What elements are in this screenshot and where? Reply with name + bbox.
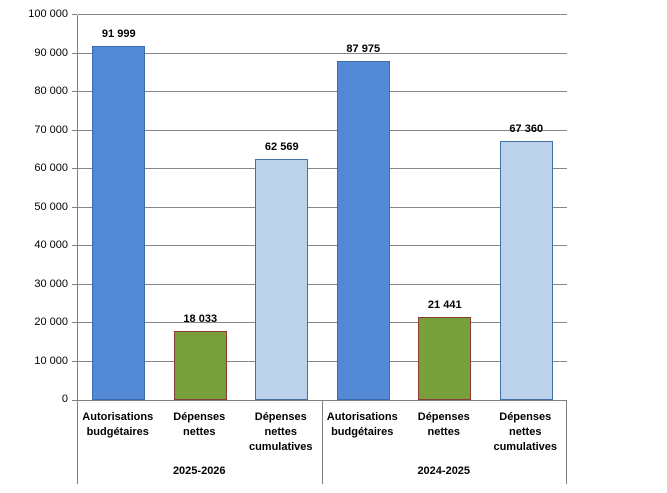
category-label: Dépenses nettes cumulatives (241, 410, 321, 455)
y-axis-tick-label: 100 000 (28, 8, 68, 20)
y-axis-tick (72, 400, 77, 401)
category-label: Dépenses nettes cumulatives (486, 410, 566, 455)
gridline (78, 129, 567, 131)
y-axis-tick (72, 168, 77, 169)
y-axis-tick (72, 91, 77, 92)
bar-value-label: 91 999 (101, 28, 136, 40)
bar-lightblue (255, 159, 309, 400)
y-axis-tick-label: 90 000 (34, 46, 68, 59)
y-axis-tick-label: 80 000 (34, 85, 68, 97)
bar-blue (92, 46, 146, 400)
category-label-line: nettes (509, 426, 542, 438)
category-axis: Autorisations budgétaires Dépenses nettes Dé… (77, 400, 567, 484)
bar-lightblue (499, 141, 553, 400)
bar-blue (336, 61, 390, 400)
y-axis-tick-label: 20 000 (34, 316, 68, 328)
category-axis-separator (322, 400, 323, 484)
category-label: Dépenses nettes (404, 410, 484, 440)
gridline (78, 52, 567, 54)
category-label: Autorisations budgétaires (78, 410, 158, 440)
gridline (78, 322, 567, 323)
y-axis-tick (72, 14, 77, 15)
y-axis-tick (72, 53, 77, 54)
category-label-line: budgétaires (86, 426, 149, 438)
category-label-line: Dépenses (499, 411, 552, 423)
y-axis-tick-label: 70 000 (34, 123, 68, 136)
y-axis-tick-label: 0 (61, 393, 68, 405)
y-axis-tick (72, 361, 77, 362)
category-label-line: Autorisations (82, 411, 154, 423)
category-label-line: nettes (264, 426, 297, 438)
gridline (78, 283, 567, 285)
gridline (78, 206, 567, 208)
y-axis-tick-label: 30 000 (34, 277, 68, 290)
category-label: Autorisations budgétaires (323, 410, 403, 440)
y-axis-tick (72, 207, 77, 208)
gridline (78, 14, 567, 15)
gridline (78, 168, 567, 169)
plot-area: 91 999 18 033 62 569 87 975 21 441 67 360 (77, 14, 567, 401)
bar-value-label: 87 975 (346, 43, 381, 55)
category-label-line: cumulatives (493, 441, 558, 453)
gridline (78, 91, 567, 92)
category-label-line: cumulatives (248, 441, 313, 453)
y-axis-tick-label: 40 000 (34, 239, 68, 251)
category-label-line: Dépenses (173, 411, 226, 423)
y-axis-tick (72, 322, 77, 323)
y-axis-tick-label: 50 000 (34, 200, 68, 213)
category-label-line: budgétaires (331, 426, 394, 438)
group-label: 2025-2026 (172, 465, 226, 477)
bar-value-label: 21 441 (427, 299, 462, 311)
gridline (78, 245, 567, 246)
bar-value-label: 18 033 (183, 313, 218, 325)
bar-green (173, 331, 227, 400)
y-axis-tick (72, 130, 77, 131)
gridline (78, 360, 567, 362)
y-axis-tick-label: 10 000 (34, 354, 68, 367)
category-label-line: nettes (183, 426, 216, 438)
y-axis-tick (72, 284, 77, 285)
category-label-line: Dépenses (254, 411, 307, 423)
y-axis-tick-label: 60 000 (34, 162, 68, 174)
bar-green (418, 317, 472, 400)
category-axis-separator (77, 400, 78, 484)
category-label-line: nettes (427, 426, 460, 438)
y-axis-tick (72, 245, 77, 246)
bar-value-label: 62 569 (264, 141, 299, 153)
group-label: 2024-2025 (417, 465, 471, 477)
category-label-line: Autorisations (326, 411, 398, 423)
category-label-line: Dépenses (417, 411, 470, 423)
category-axis-separator (566, 400, 567, 484)
bar-value-label: 67 360 (509, 123, 544, 135)
category-label: Dépenses nettes (160, 410, 240, 440)
